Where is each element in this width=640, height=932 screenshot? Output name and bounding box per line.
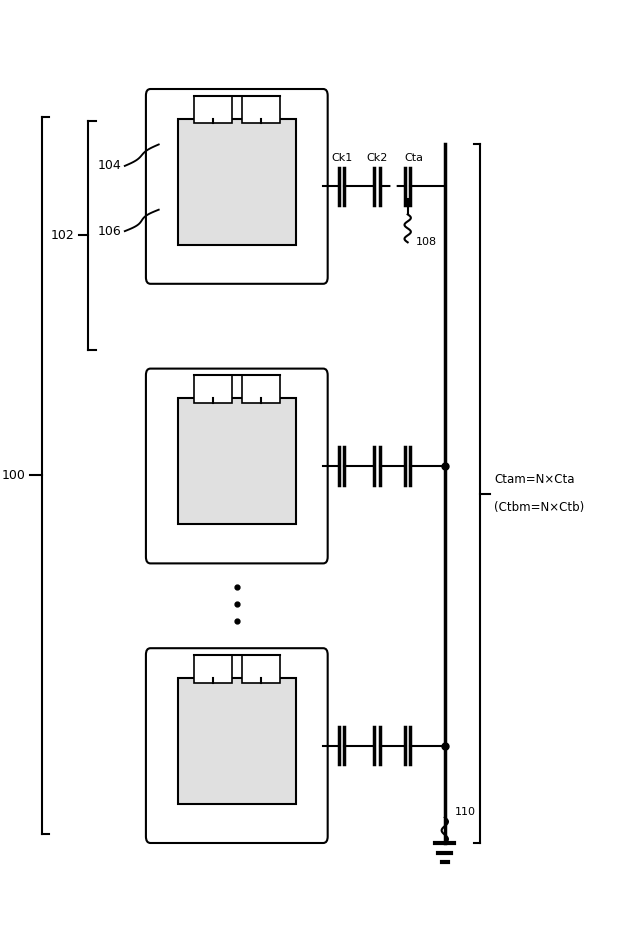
Bar [177,399,296,524]
Text: (Ctbm=N×Ctb): (Ctbm=N×Ctb) [494,501,584,514]
Bar [193,375,232,403]
Text: 100: 100 [2,469,26,482]
FancyBboxPatch shape [146,368,328,563]
Bar [193,654,232,682]
Text: 108: 108 [415,238,436,247]
Text: 104: 104 [98,159,122,172]
Bar [177,118,296,244]
Bar [241,95,280,124]
Text: 106: 106 [98,225,122,238]
Bar [241,654,280,682]
Text: Ck2: Ck2 [366,153,388,163]
Bar [241,375,280,403]
Bar [177,678,296,803]
FancyBboxPatch shape [146,89,328,283]
Bar [193,95,232,124]
Text: 102: 102 [51,229,74,241]
Text: Cta: Cta [404,153,424,163]
Text: Ck1: Ck1 [331,153,353,163]
FancyBboxPatch shape [146,649,328,843]
Text: Ctam=N×Cta: Ctam=N×Cta [494,473,575,487]
Text: 110: 110 [454,807,476,817]
